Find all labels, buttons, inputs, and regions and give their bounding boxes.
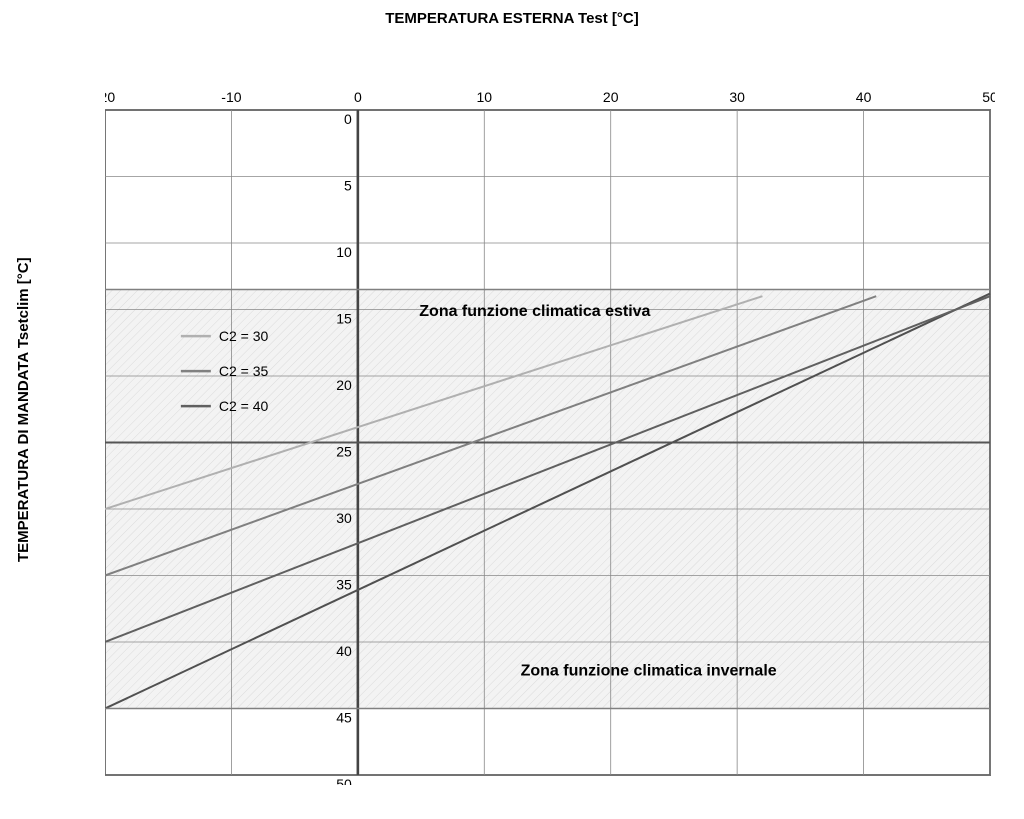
- y-tick-label: 20: [336, 377, 352, 393]
- chart-container: -20-100102030405005101520253035404550Zon…: [70, 45, 1000, 775]
- x-axis-title: TEMPERATURA ESTERNA Test [°C]: [0, 10, 1024, 27]
- x-tick-label: 50: [982, 89, 995, 105]
- y-tick-label: 15: [336, 311, 352, 327]
- y-tick-label: 10: [336, 244, 352, 260]
- y-tick-label: 30: [336, 510, 352, 526]
- y-tick-label: 0: [344, 111, 352, 127]
- legend-label: C2 = 30: [219, 328, 269, 344]
- x-tick-label: -20: [105, 89, 115, 105]
- zone-label: Zona funzione climatica invernale: [521, 662, 777, 679]
- legend-label: C2 = 35: [219, 363, 269, 379]
- chart-svg: -20 -10 0 10 20 30 40 50 0 5 10 15 20 25 30 35 40 45 50 Zon…: [105, 85, 995, 785]
- y-tick-label: 5: [344, 178, 352, 194]
- zone-label: Zona funzione climatica estiva: [419, 303, 650, 320]
- legend-label: C2 = 40: [219, 398, 269, 414]
- x-tick-label: -10: [221, 89, 241, 105]
- y-tick-label: 25: [336, 444, 352, 460]
- x-tick-label: 40: [856, 89, 872, 105]
- x-tick-label: 20: [603, 89, 619, 105]
- y-tick-label: 40: [336, 643, 352, 659]
- y-tick-label: 50: [336, 776, 352, 785]
- x-tick-label: 0: [354, 89, 362, 105]
- x-tick-label: 30: [729, 89, 745, 105]
- x-tick-label: 10: [476, 89, 492, 105]
- y-tick-label: 45: [336, 710, 352, 726]
- y-axis-title: TEMPERATURA DI MANDATA Tsetclim [°C]: [15, 0, 32, 819]
- y-tick-label: 35: [336, 577, 352, 593]
- plot-area: -20 -10 0 10 20 30 40 50 0 5 10 15 20 25 30 35 40 45 50 Zon…: [105, 85, 995, 785]
